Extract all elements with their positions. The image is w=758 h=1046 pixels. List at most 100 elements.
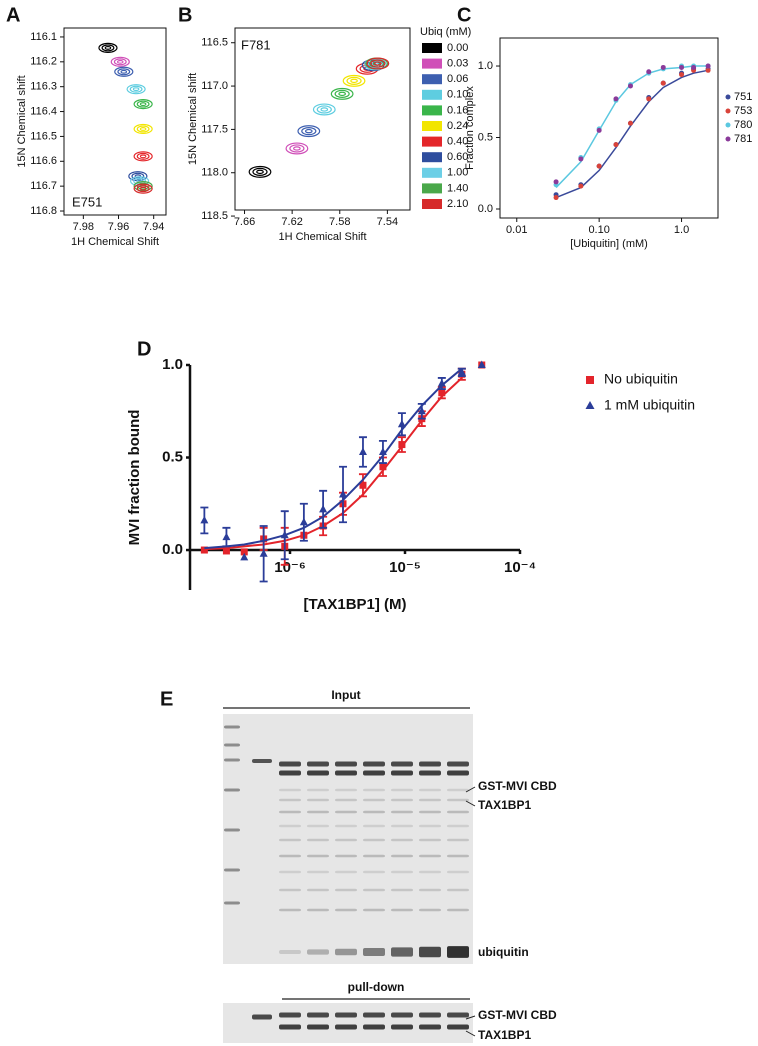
annotation: E751 <box>72 194 102 209</box>
x-tick-label: 1.0 <box>674 224 689 236</box>
peak-contour <box>139 186 147 191</box>
point <box>398 441 406 449</box>
peak-contour <box>132 87 140 92</box>
legend-swatch <box>422 89 442 100</box>
gel-band <box>363 908 385 912</box>
gel-panel: Input GST-MVI CBD TAX1BP1 ubiquitin pull… <box>223 688 557 1043</box>
legend-label: 0.24 <box>447 120 468 132</box>
peak-contour <box>136 185 150 193</box>
point <box>627 83 633 89</box>
gel-band <box>279 761 301 767</box>
peak-contour <box>350 78 358 84</box>
peak-contour <box>252 167 268 176</box>
legend-label: 1 mM ubiquitin <box>604 397 695 413</box>
peak-contour <box>136 100 150 108</box>
x-tick-label: 7.54 <box>377 216 398 228</box>
peak-contour <box>113 58 127 66</box>
peak-contour <box>117 68 131 76</box>
gel-image <box>223 714 473 964</box>
gel-band <box>335 798 357 802</box>
peak-contour <box>285 142 309 155</box>
legend-marker <box>585 401 595 409</box>
legend-label: No ubiquitin <box>604 371 678 387</box>
legend-swatch <box>422 183 442 194</box>
point <box>437 379 446 387</box>
peak-contour <box>346 76 362 85</box>
x-tick-label: 7.58 <box>329 216 350 228</box>
fit-line <box>555 65 709 189</box>
gel-band <box>279 824 301 828</box>
gel-band <box>363 888 385 892</box>
point <box>438 389 446 397</box>
legend-label: 2.10 <box>447 198 468 210</box>
peak-contour <box>342 74 366 87</box>
point <box>613 96 619 102</box>
x-axis-label: 1H Chemical Shift <box>71 236 159 248</box>
point <box>222 532 231 541</box>
gel-band <box>447 946 469 958</box>
x-tick-label: 7.96 <box>108 221 129 233</box>
y-tick-label: 116.5 <box>30 130 57 142</box>
gel-band <box>447 1024 469 1030</box>
gel-band <box>363 838 385 842</box>
x-tick-label: 7.66 <box>234 216 255 228</box>
legend-swatch <box>422 58 442 69</box>
peak-contour <box>133 151 153 162</box>
legend-swatch <box>422 74 442 85</box>
gel-band <box>419 810 441 814</box>
gel-band <box>335 1024 357 1030</box>
gel-band <box>307 824 329 828</box>
legend-label: 0.03 <box>447 58 468 70</box>
pointer <box>465 1015 476 1020</box>
gel-band <box>307 949 329 955</box>
gel-band <box>419 908 441 912</box>
y-tick-label: 118.5 <box>201 210 228 222</box>
y-tick-label: 0.0 <box>478 203 493 215</box>
pointer <box>465 1030 476 1037</box>
point <box>578 183 584 189</box>
gel-band <box>363 854 385 858</box>
gel-band <box>447 824 469 828</box>
y-axis-label: MVI fraction bound <box>126 410 143 546</box>
x-tick-label: 0.01 <box>506 224 527 236</box>
gel-band <box>363 810 385 814</box>
fit-line <box>204 367 463 550</box>
legend-marker <box>725 94 731 100</box>
gel-band <box>447 888 469 892</box>
gel-band <box>419 824 441 828</box>
gel-band <box>391 947 413 957</box>
peak-contour <box>320 107 329 112</box>
point <box>613 142 619 148</box>
gel-header: Input <box>331 688 360 702</box>
peak-contour <box>366 57 390 70</box>
gel-band <box>335 770 357 776</box>
gel-band <box>447 854 469 858</box>
gel-band <box>391 1012 413 1018</box>
x-axis-label: [TAX1BP1] (M) <box>303 596 406 613</box>
gel-band <box>419 788 441 792</box>
y-tick-label: 117.5 <box>201 123 228 135</box>
gel-band <box>279 1024 301 1030</box>
peak-contour <box>289 144 305 153</box>
gel-band <box>224 743 240 747</box>
gel-band <box>307 838 329 842</box>
peak-contour <box>101 44 115 52</box>
legend-marker <box>586 376 594 384</box>
gel-band <box>335 824 357 828</box>
gel-band <box>391 838 413 842</box>
legend-title: Ubiq (mM) <box>420 26 471 38</box>
point <box>240 552 249 561</box>
legend-marker <box>725 122 731 128</box>
gel-band <box>224 788 240 792</box>
peak-contour <box>128 171 148 182</box>
peak-contour <box>131 172 145 180</box>
gel-band <box>391 870 413 874</box>
legend-label: 1.40 <box>447 182 468 194</box>
point <box>679 64 685 70</box>
gel-band <box>279 1012 301 1018</box>
peak-contour <box>136 125 150 133</box>
legend-label: 0.06 <box>447 73 468 85</box>
gel-band <box>391 810 413 814</box>
point <box>691 64 697 70</box>
peak-contour <box>110 56 130 67</box>
